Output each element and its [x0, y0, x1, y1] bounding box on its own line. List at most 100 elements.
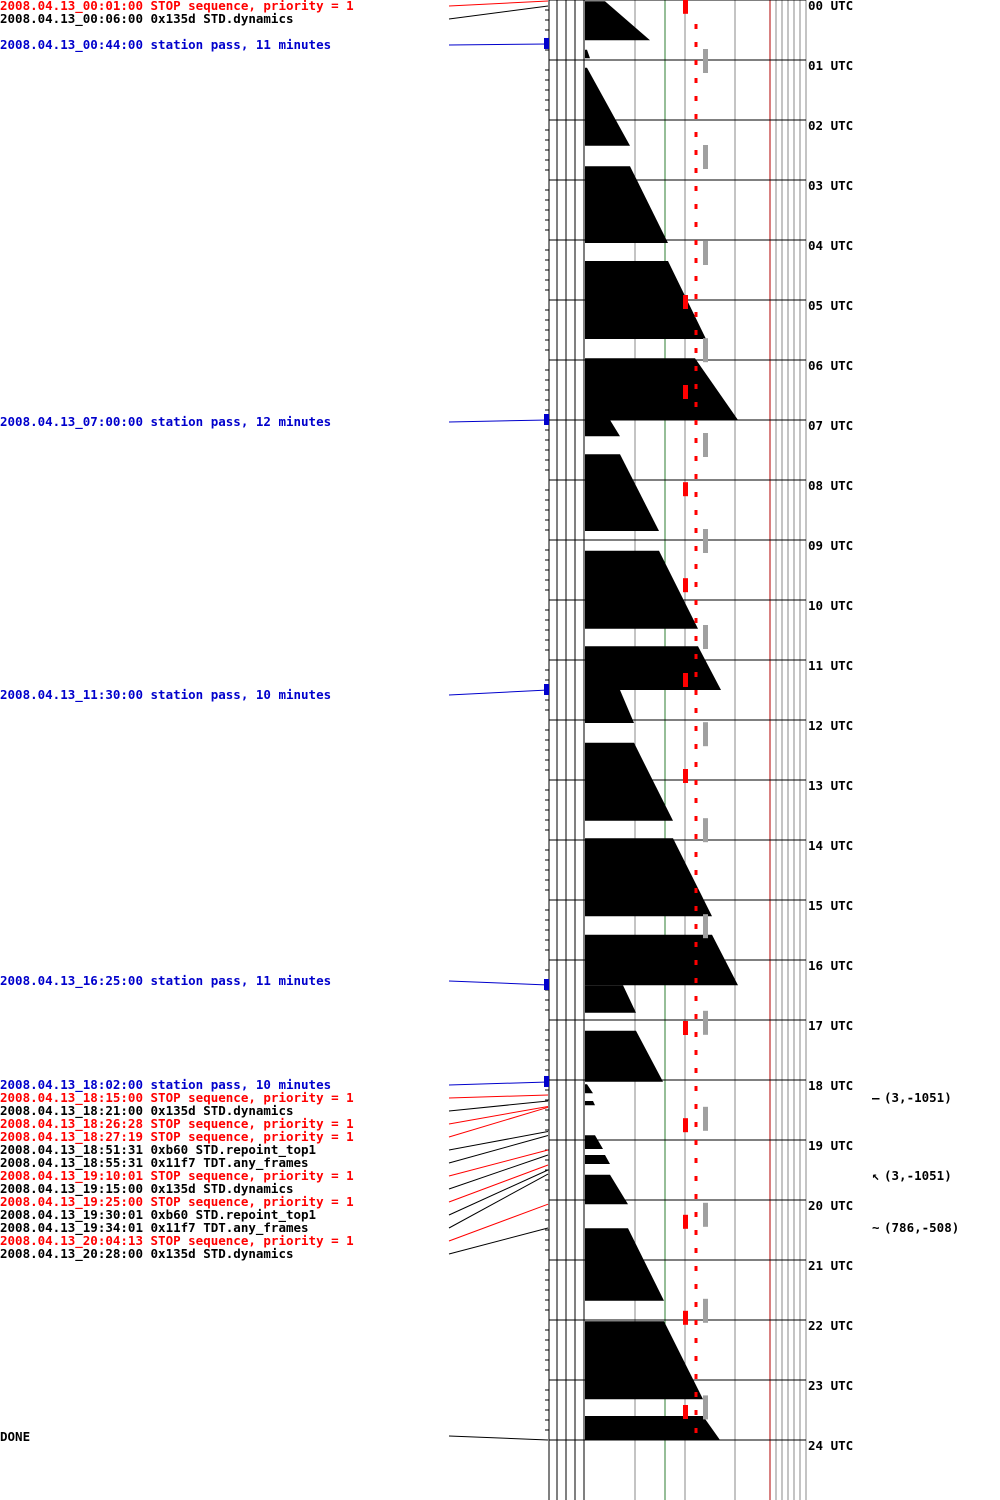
- sawtooth-bar: [585, 1174, 628, 1205]
- event-leader-line: [448, 689, 549, 696]
- hour-label: 18 UTC: [808, 1078, 853, 1093]
- event-log: 2008.04.13_00:01:00 STOP sequence, prior…: [0, 0, 354, 1262]
- red-mark: [683, 578, 688, 593]
- hour-labels: 00 UTC 01 UTC 02 UTC 03 UTC 04 UTC 05 UTC 06 U…: [808, 0, 853, 1453]
- hour-label: 16 UTC: [808, 958, 853, 973]
- hour-label: 17 UTC: [808, 1018, 853, 1033]
- gray-mark: [703, 1298, 708, 1323]
- red-mark: [683, 769, 688, 783]
- sawtooth-bar: [585, 1135, 603, 1149]
- hour-label: 03 UTC: [808, 178, 853, 193]
- event-row: 2008.04.13_00:06:00 0x135d STD.dynamics: [0, 11, 294, 27]
- event-leader-lines: [448, 0, 549, 1441]
- hour-label: 24 UTC: [808, 1438, 853, 1453]
- red-mark: [683, 0, 688, 14]
- hour-label: 04 UTC: [808, 238, 853, 253]
- sawtooth-bar: [585, 1155, 610, 1164]
- sawtooth-bar: [585, 1084, 593, 1094]
- event-row: 2008.04.13_20:04:13 STOP sequence, prior…: [0, 1233, 354, 1249]
- gray-mark: [703, 433, 708, 457]
- station-pass-marker: [544, 684, 549, 695]
- event-row: 2008.04.13_20:28:00 0x135d STD.dynamics: [0, 1246, 294, 1262]
- hour-label: 21 UTC: [808, 1258, 853, 1273]
- red-mark: [683, 1214, 688, 1229]
- grid-layer: [545, 0, 807, 1500]
- event-row: 2008.04.13_18:27:19 STOP sequence, prior…: [0, 1129, 354, 1145]
- hour-label: 15 UTC: [808, 898, 853, 913]
- event-leader-line: [448, 1227, 549, 1255]
- hour-label: 19 UTC: [808, 1138, 853, 1153]
- event-leader-line: [448, 1100, 549, 1112]
- hour-label: 09 UTC: [808, 538, 853, 553]
- gray-mark: [703, 1106, 708, 1131]
- sawtooth-bar: [585, 646, 721, 690]
- hour-label: 12 UTC: [808, 718, 853, 733]
- red-mark: [683, 385, 688, 399]
- event-row: 2008.04.13_18:02:00 station pass, 10 min…: [0, 1077, 331, 1093]
- gray-mark: [703, 722, 708, 747]
- event-leader-line: [448, 1149, 549, 1177]
- event-leader-line: [448, 1173, 549, 1229]
- event-row: 2008.04.13_19:10:01 STOP sequence, prior…: [0, 1168, 354, 1184]
- red-mark: [683, 1118, 688, 1133]
- event-row: 2008.04.13_18:15:00 STOP sequence, prior…: [0, 1090, 354, 1106]
- hour-label: 22 UTC: [808, 1318, 853, 1333]
- event-row: 2008.04.13_18:26:28 STOP sequence, prior…: [0, 1116, 354, 1132]
- red-mark: [683, 673, 688, 687]
- gray-mark: [703, 1202, 708, 1227]
- hour-label: 02 UTC: [808, 118, 853, 133]
- event-row: 2008.04.13_18:21:00 0x135d STD.dynamics: [0, 1103, 294, 1119]
- event-row: 2008.04.13_16:25:00 station pass, 11 min…: [0, 973, 331, 989]
- sawtooth-bar: [585, 985, 636, 1013]
- hour-label: 14 UTC: [808, 838, 853, 853]
- done-label: DONE: [0, 1429, 30, 1444]
- station-pass-marker: [544, 37, 549, 49]
- gray-mark: [703, 914, 708, 939]
- sawtooth-bar: [585, 1030, 663, 1082]
- gray-mark: [703, 145, 708, 169]
- gray-mark: [703, 625, 708, 649]
- event-leader-line: [448, 1094, 549, 1099]
- sawtooth-bar: [585, 454, 659, 531]
- event-row: 2008.04.13_19:25:00 STOP sequence, prior…: [0, 1194, 354, 1210]
- event-leader-line: [448, 1105, 549, 1125]
- event-leader-line: [448, 1135, 549, 1164]
- gray-mark: [703, 241, 708, 265]
- event-leader-line: [448, 1154, 549, 1190]
- hour-label: 13 UTC: [808, 778, 853, 793]
- event-row: 2008.04.13_19:34:01 0x11f7 TDT.any_frame…: [0, 1220, 309, 1236]
- sawtooth-bar: [585, 166, 668, 243]
- hour-label: 11 UTC: [808, 658, 853, 673]
- station-pass-marker: [544, 1075, 549, 1087]
- event-leader-line: [448, 0, 549, 7]
- annotations: — (3,-1051) ↖ (3,-1051) ~ (786,-508): [872, 1090, 959, 1235]
- sawtooth-bar: [585, 838, 712, 917]
- hour-label: 23 UTC: [808, 1378, 853, 1393]
- event-leader-line: [448, 5, 549, 20]
- gray-mark: [703, 1010, 708, 1035]
- event-row: 2008.04.13_11:30:00 station pass, 10 min…: [0, 687, 331, 703]
- gray-mark: [703, 818, 708, 843]
- event-leader-line: [448, 43, 549, 46]
- sawtooth-bar: [585, 1321, 703, 1400]
- event-leader-line: [448, 980, 549, 986]
- sawtooth-bars: [585, 1, 738, 1440]
- sawtooth-bar: [585, 420, 620, 437]
- sawtooth-bar: [585, 1101, 595, 1106]
- event-leader-line: [448, 1081, 549, 1086]
- annotation-label: (3,-1051): [884, 1090, 952, 1105]
- gray-mark: [703, 338, 708, 363]
- gray-mark: [703, 529, 708, 553]
- annotation-label: (3,-1051): [884, 1168, 952, 1183]
- annotation-label: (786,-508): [884, 1220, 959, 1235]
- hour-label: 05 UTC: [808, 298, 853, 313]
- event-leader-line: [448, 419, 549, 423]
- event-row: 2008.04.13_07:00:00 station pass, 12 min…: [0, 414, 331, 430]
- sawtooth-bar: [585, 550, 698, 629]
- sawtooth-bar: [585, 1228, 664, 1301]
- hour-label: 08 UTC: [808, 478, 853, 493]
- sawtooth-bar: [585, 1416, 720, 1440]
- sawtooth-bar: [585, 690, 634, 723]
- sawtooth-bar: [585, 49, 590, 59]
